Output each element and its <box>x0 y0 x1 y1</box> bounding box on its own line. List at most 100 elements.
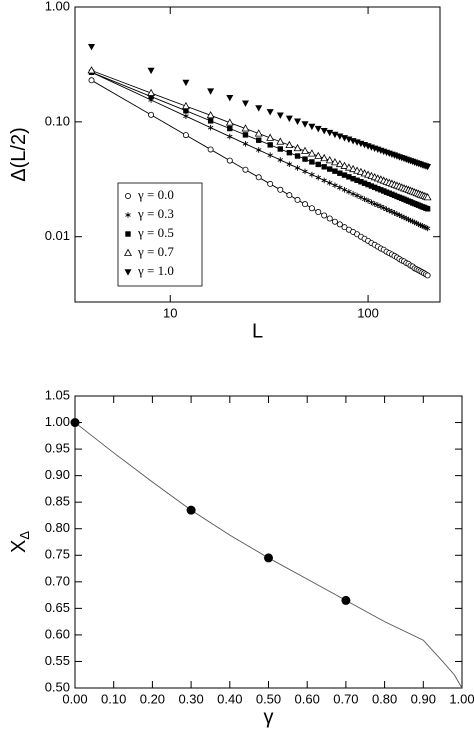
y-tick-label: 1.05 <box>45 387 70 402</box>
marker <box>267 152 273 159</box>
legend-marker <box>125 192 132 199</box>
marker <box>358 179 364 185</box>
marker <box>314 151 323 159</box>
marker <box>277 146 283 152</box>
x-tick-label: 0.80 <box>372 691 397 706</box>
marker <box>308 123 316 131</box>
marker <box>227 133 233 140</box>
marker <box>327 180 333 186</box>
y-tick-label: 0.55 <box>45 653 70 668</box>
marker <box>88 77 95 84</box>
marker <box>307 149 316 157</box>
marker <box>207 146 214 153</box>
marker <box>294 196 301 203</box>
marker <box>315 161 321 168</box>
x-axis-label: γ <box>264 706 274 728</box>
marker <box>424 272 431 279</box>
y-tick-label: 0.70 <box>45 573 70 588</box>
marker <box>423 193 432 201</box>
marker <box>254 129 263 137</box>
marker <box>326 215 333 222</box>
x-tick-label: 0.60 <box>295 691 320 706</box>
marker <box>183 108 189 114</box>
marker <box>332 168 338 174</box>
marker <box>286 161 293 167</box>
legend-marker <box>124 248 132 256</box>
marker <box>349 164 358 173</box>
marker <box>267 180 274 187</box>
marker <box>207 118 214 124</box>
marker <box>344 163 353 171</box>
marker <box>70 418 80 428</box>
marker <box>276 112 284 119</box>
marker <box>320 153 329 162</box>
marker <box>182 132 189 139</box>
marker <box>242 132 249 138</box>
marker <box>326 129 334 137</box>
y-tick-label: 0.80 <box>45 520 70 535</box>
marker <box>331 218 338 225</box>
x-tick-label: 0.40 <box>217 691 242 706</box>
marker <box>354 177 360 183</box>
marker <box>375 185 381 192</box>
marker <box>341 224 348 231</box>
plot-frame <box>74 395 463 689</box>
marker <box>293 143 302 152</box>
marker <box>225 118 234 126</box>
marker <box>241 100 249 107</box>
marker <box>340 161 349 169</box>
marker <box>325 156 334 164</box>
marker <box>242 140 249 147</box>
plot-frame <box>74 6 441 303</box>
marker <box>378 187 384 193</box>
marker <box>424 206 431 212</box>
marker <box>337 170 343 176</box>
marker <box>365 181 371 188</box>
marker <box>321 212 328 219</box>
marker <box>341 595 351 605</box>
marker <box>266 109 274 116</box>
x-tick-label: 0.50 <box>256 691 281 706</box>
marker <box>87 66 96 74</box>
x-tick-label: 1.00 <box>449 691 474 706</box>
marker <box>286 149 293 156</box>
marker <box>350 175 356 182</box>
marker <box>88 44 96 51</box>
y-tick-label: 0.90 <box>45 467 70 482</box>
marker <box>285 115 293 123</box>
y-tick-label: 0.85 <box>45 494 70 509</box>
marker <box>226 94 234 102</box>
marker <box>368 183 375 189</box>
marker <box>308 205 315 212</box>
x-tick-label: 100 <box>357 305 379 320</box>
x-tick-label: 10 <box>163 305 177 320</box>
marker <box>321 164 327 170</box>
marker <box>350 191 356 197</box>
marker <box>341 187 348 193</box>
marker <box>336 133 344 140</box>
y-tick-label: 1.00 <box>45 0 70 13</box>
marker <box>227 125 233 132</box>
marker <box>255 174 262 181</box>
marker <box>346 188 352 195</box>
marker <box>277 186 284 193</box>
y-axis-label-main: X <box>8 540 30 553</box>
marker <box>242 166 249 173</box>
marker <box>315 174 321 181</box>
y-tick-label: 0.65 <box>45 600 70 615</box>
marker <box>301 146 309 154</box>
y-axis-label-main: Δ(L/2) <box>8 127 30 181</box>
marker <box>361 180 368 186</box>
legend-box <box>117 182 203 287</box>
marker <box>147 67 155 75</box>
legend-label: γ = 1.0 <box>137 263 174 278</box>
legend-label: γ = 0.7 <box>137 244 174 259</box>
marker <box>182 79 190 87</box>
series-line <box>74 422 463 689</box>
y-tick-label: 0.95 <box>45 441 70 456</box>
marker <box>302 168 308 175</box>
marker <box>381 188 387 194</box>
legend-marker <box>125 231 131 237</box>
